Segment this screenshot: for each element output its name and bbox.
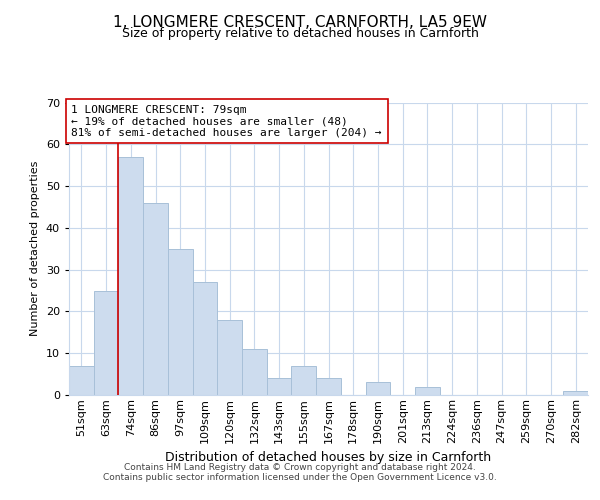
Text: 1 LONGMERE CRESCENT: 79sqm
← 19% of detached houses are smaller (48)
81% of semi: 1 LONGMERE CRESCENT: 79sqm ← 19% of deta… xyxy=(71,104,382,138)
Bar xyxy=(365,382,390,395)
Bar xyxy=(143,203,168,395)
Bar xyxy=(217,320,242,395)
Bar xyxy=(69,366,94,395)
Bar xyxy=(242,349,267,395)
Bar xyxy=(193,282,217,395)
Bar xyxy=(168,249,193,395)
Y-axis label: Number of detached properties: Number of detached properties xyxy=(30,161,40,336)
Bar xyxy=(292,366,316,395)
Bar xyxy=(563,391,588,395)
Text: 1, LONGMERE CRESCENT, CARNFORTH, LA5 9EW: 1, LONGMERE CRESCENT, CARNFORTH, LA5 9EW xyxy=(113,15,487,30)
Bar xyxy=(94,290,118,395)
Bar xyxy=(415,386,440,395)
Bar xyxy=(267,378,292,395)
X-axis label: Distribution of detached houses by size in Carnforth: Distribution of detached houses by size … xyxy=(166,451,491,464)
Text: Size of property relative to detached houses in Carnforth: Size of property relative to detached ho… xyxy=(122,28,478,40)
Text: Contains public sector information licensed under the Open Government Licence v3: Contains public sector information licen… xyxy=(103,472,497,482)
Text: Contains HM Land Registry data © Crown copyright and database right 2024.: Contains HM Land Registry data © Crown c… xyxy=(124,462,476,471)
Bar xyxy=(316,378,341,395)
Bar xyxy=(118,157,143,395)
